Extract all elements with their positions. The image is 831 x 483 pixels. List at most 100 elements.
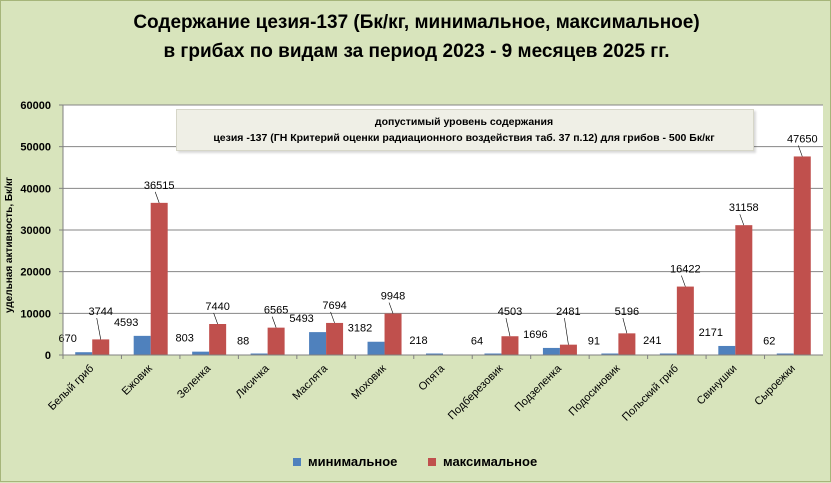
data-label-leader (797, 145, 803, 157)
data-label-maximal: 36515 (144, 180, 175, 192)
x-tick-label: Зеленка (175, 362, 214, 401)
legend-swatch-minimal (293, 457, 301, 466)
x-tick-label: Маслята (290, 362, 330, 402)
data-label-minimal: 62 (763, 336, 775, 348)
bar-minimal (367, 341, 385, 355)
data-label-minimal: 5493 (289, 313, 313, 325)
y-tick-label: 30000 (20, 225, 51, 237)
data-label-minimal: 88 (237, 336, 249, 348)
data-label-leader (681, 275, 686, 287)
data-label-minimal: 91 (588, 336, 600, 348)
data-label-minimal: 803 (175, 333, 193, 345)
data-label-minimal: 4593 (114, 317, 138, 329)
bar-minimal (426, 353, 443, 355)
bar-minimal (542, 347, 560, 355)
bar-maximal (618, 333, 636, 355)
bar-minimal (776, 353, 794, 355)
legend-item-maximal: максимальное (428, 454, 537, 469)
bars (75, 156, 811, 355)
y-tick-label: 50000 (20, 142, 51, 154)
bar-maximal (92, 339, 110, 355)
x-tick-label: Подосиновик (567, 363, 623, 419)
bar-maximal (384, 313, 402, 355)
bar-maximal (267, 327, 285, 355)
data-label-minimal: 218 (409, 335, 427, 347)
y-axis-ticks: 0 10000 20000 30000 40000 50000 60000 (20, 100, 63, 362)
data-label-leader (622, 317, 628, 334)
data-label-maximal: 7694 (322, 300, 346, 312)
data-label-maximal: 3744 (88, 306, 112, 318)
y-tick-label: 20000 (20, 267, 51, 279)
x-tick-label: Сыроежки (752, 363, 798, 409)
bar-maximal (676, 286, 694, 355)
x-axis-ticks: Белый гриб Ежовик Зеленка Лисичка Маслята Мох… (46, 355, 798, 424)
x-tick-label: Ежовик (120, 363, 155, 398)
x-tick-label: Подберезовик (446, 363, 506, 423)
x-tick-label: Подзеленка (513, 362, 565, 414)
bar-maximal (326, 322, 344, 355)
bar-minimal (192, 351, 210, 355)
data-label-leader (564, 317, 569, 345)
data-label-minimal: 1696 (523, 329, 547, 341)
y-tick-label: 60000 (20, 100, 51, 112)
data-label-leader (739, 214, 745, 226)
bar-minimal (718, 345, 736, 355)
data-label-maximal: 5196 (615, 306, 639, 318)
data-label-maximal: 2481 (556, 306, 580, 318)
data-label-minimal: 2171 (699, 327, 723, 339)
data-label-leader (96, 317, 102, 340)
bar-maximal (559, 344, 577, 355)
data-label-maximal: 16422 (670, 264, 701, 276)
bar-minimal (601, 353, 619, 355)
y-tick-label: 10000 (20, 308, 51, 320)
bar-minimal (133, 335, 151, 355)
data-label-leader (213, 312, 218, 325)
legend-item-minimal: минимальное (293, 454, 397, 469)
x-tick-label: Лисичка (234, 362, 273, 401)
y-axis-label: удельная активность, Бк/кг (4, 176, 15, 313)
y-tick-label: 0 (45, 350, 51, 362)
data-label-minimal: 64 (471, 336, 483, 348)
x-tick-label: Белый гриб (46, 363, 96, 413)
bar-maximal (735, 225, 753, 355)
data-label-leader (388, 302, 394, 314)
x-tick-label: Свинушки (695, 363, 740, 408)
bar-maximal (793, 156, 811, 355)
data-label-leader (330, 311, 335, 324)
bar-maximal (150, 202, 168, 355)
data-label-maximal: 4503 (498, 306, 522, 318)
legend-label-maximal: максимальное (443, 454, 538, 469)
chart-title-line-1: Содержание цезия-137 (Бк/кг, минимальное… (133, 12, 700, 33)
data-label-leader (505, 317, 511, 337)
data-label-maximal: 47650 (787, 133, 818, 145)
note-line-1: допустимый уровень содержания (374, 116, 554, 128)
bar-maximal (501, 336, 519, 355)
bar-maximal (209, 324, 227, 355)
data-label-leader (154, 191, 160, 203)
note-line-2: цезия -137 (ГН Критерий оценки радиацион… (213, 132, 715, 144)
data-label-minimal: 241 (643, 335, 661, 347)
data-label-minimal: 3182 (348, 323, 372, 335)
data-label-maximal: 9948 (381, 291, 405, 303)
bar-minimal (309, 332, 327, 355)
chart-title-line-2: в грибах по видам за период 2023 - 9 мес… (163, 41, 670, 62)
data-label-maximal: 7440 (205, 301, 229, 313)
x-tick-label: Опята (416, 362, 447, 393)
permissible-level-note (176, 109, 754, 151)
bar-minimal (250, 353, 268, 355)
bar-minimal (659, 353, 677, 355)
x-tick-label: Моховик (349, 363, 388, 402)
data-label-maximal: 6565 (264, 305, 288, 317)
bar-minimal (75, 352, 93, 355)
data-label-maximal: 31158 (729, 202, 759, 214)
legend-label-minimal: минимальное (308, 454, 398, 469)
legend-swatch-maximal (428, 457, 436, 466)
x-tick-label: Польский гриб (620, 363, 681, 424)
data-label-minimal: 670 (59, 333, 77, 345)
y-tick-label: 40000 (20, 183, 51, 195)
data-label-leader (271, 316, 277, 328)
bar-minimal (484, 353, 502, 355)
